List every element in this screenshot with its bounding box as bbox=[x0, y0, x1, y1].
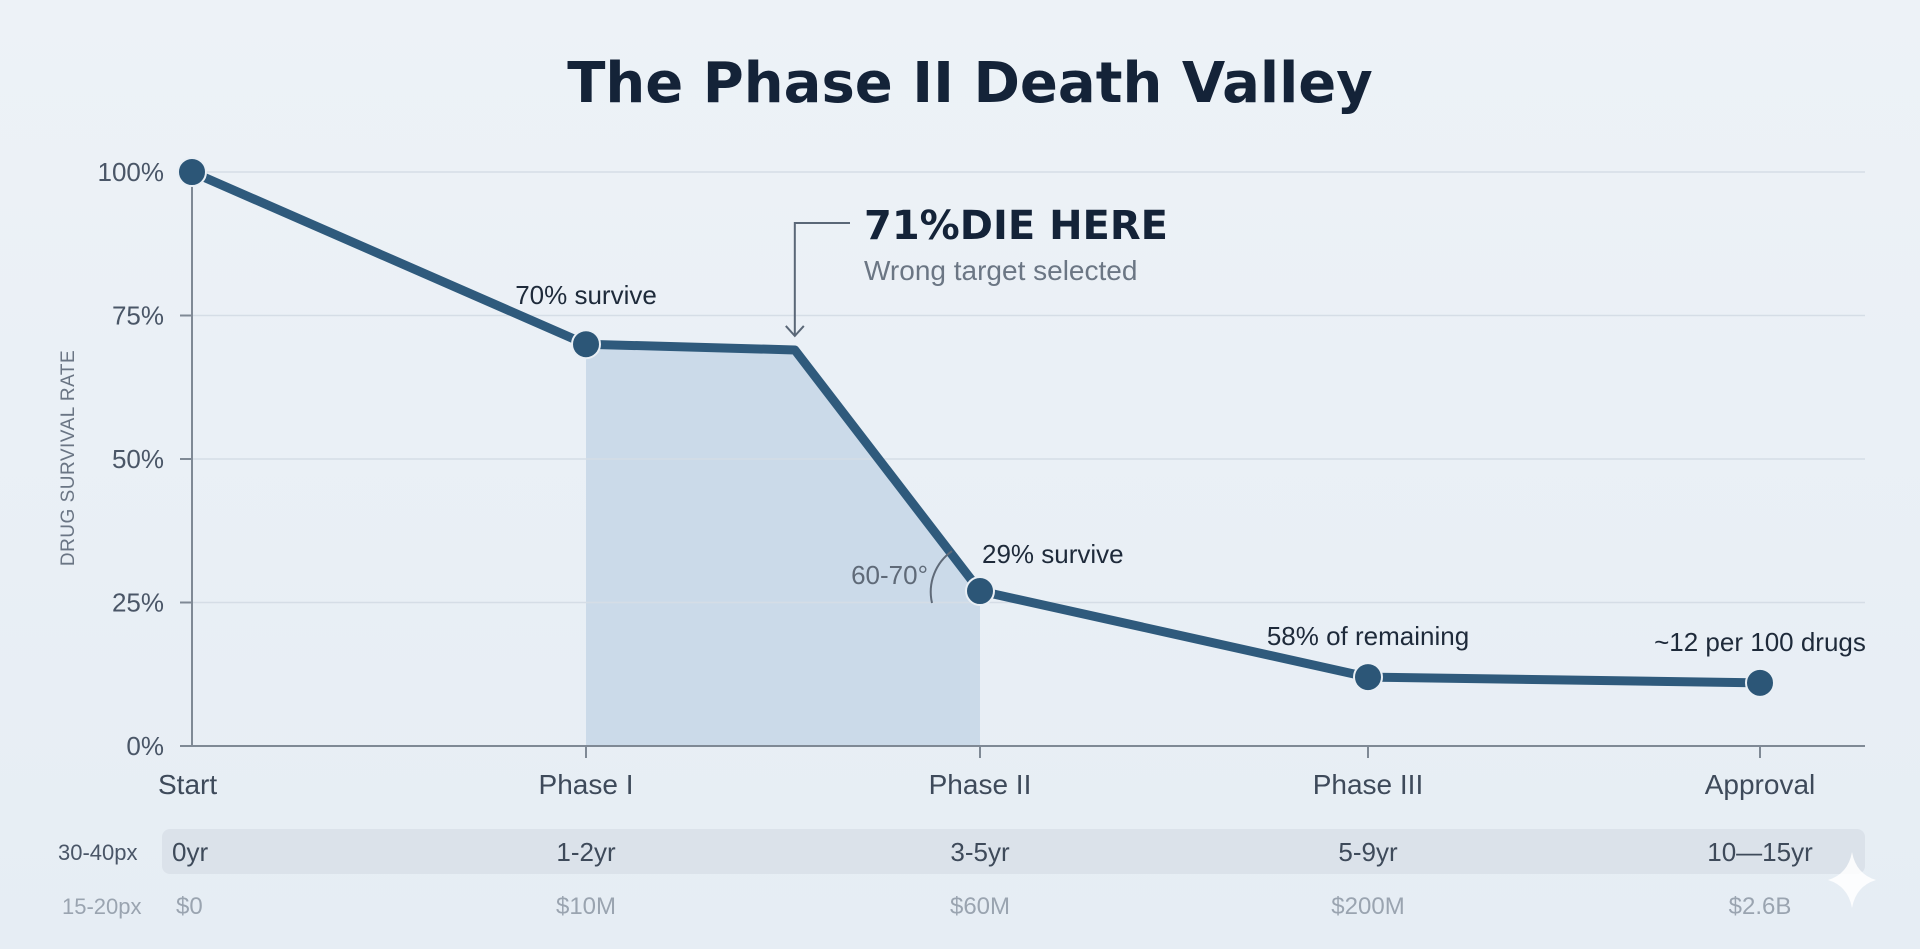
timeline-label-0: 0yr bbox=[172, 837, 208, 867]
death-valley-shade bbox=[586, 344, 980, 746]
y-tick-labels: 0% 25% 50% 75% 100% bbox=[98, 157, 192, 761]
data-point-0 bbox=[177, 157, 207, 187]
y-tick-label-50: 50% bbox=[112, 444, 164, 474]
y-tick-label-0: 0% bbox=[126, 731, 164, 761]
death-valley-shade-layer bbox=[586, 344, 980, 746]
x-category-labels: Start Phase I Phase II Phase III Approval bbox=[158, 769, 1815, 800]
angle-arc bbox=[929, 550, 953, 604]
data-labels: 70% survive 29% survive 58% of remaining ~1… bbox=[515, 280, 1866, 657]
cost-label-1: $10M bbox=[556, 893, 616, 920]
timeline-labels: 0yr 1-2yr 3-5yr 5-9yr 10—15yr bbox=[172, 837, 1813, 867]
x-tick-marks bbox=[585, 746, 1761, 758]
data-point-1 bbox=[571, 329, 601, 360]
survival-line-layer bbox=[187, 167, 1765, 688]
timeline-bar bbox=[162, 829, 1865, 874]
y-tick-label-25: 25% bbox=[112, 588, 164, 618]
timeline-label-1: 1-2yr bbox=[556, 837, 616, 867]
callout-annotation: 71%DIE HERE Wrong target selected bbox=[785, 203, 1168, 338]
callout-headline: 71%DIE HERE bbox=[864, 203, 1168, 249]
cost-row-label: 15-20px bbox=[62, 894, 142, 919]
sparkle-icon bbox=[1828, 852, 1876, 908]
data-point-5 bbox=[1745, 667, 1775, 698]
data-point-4 bbox=[1353, 662, 1383, 693]
data-label-0: 70% survive bbox=[515, 280, 657, 310]
cost-labels: $0 $10M $60M $200M $2.6B bbox=[176, 893, 1791, 920]
survival-line bbox=[187, 167, 1765, 688]
timeline-row-label: 30-40px bbox=[58, 840, 138, 865]
callout-subtext: Wrong target selected bbox=[864, 255, 1137, 286]
data-label-2: 58% of remaining bbox=[1267, 621, 1469, 651]
data-label-1: 29% survive bbox=[982, 539, 1124, 569]
category-label-2: Phase II bbox=[929, 769, 1032, 800]
callout-arrowhead bbox=[785, 325, 805, 338]
category-label-0: Start bbox=[158, 769, 217, 800]
chart-title: The Phase II Death Valley bbox=[567, 51, 1373, 116]
y-tick-label-75: 75% bbox=[112, 301, 164, 331]
data-point-markers bbox=[177, 157, 1775, 698]
cost-label-3: $200M bbox=[1331, 893, 1404, 920]
cost-label-4: $2.6B bbox=[1729, 893, 1792, 920]
timeline-label-4: 10—15yr bbox=[1707, 837, 1813, 867]
timeline-label-2: 3-5yr bbox=[950, 837, 1010, 867]
y-axis-label: DRUG SURVIVAL RATE bbox=[58, 350, 79, 566]
data-label-3: ~12 per 100 drugs bbox=[1654, 627, 1866, 657]
category-label-4: Approval bbox=[1705, 769, 1816, 800]
cost-label-2: $60M bbox=[950, 893, 1010, 920]
category-label-1: Phase I bbox=[539, 769, 634, 800]
data-point-3 bbox=[965, 576, 995, 607]
cost-label-0: $0 bbox=[176, 893, 203, 920]
timeline-label-3: 5-9yr bbox=[1338, 837, 1398, 867]
callout-arrow bbox=[793, 222, 850, 336]
angle-annotation: 60-70° bbox=[851, 560, 928, 590]
y-tick-label-100: 100% bbox=[98, 157, 165, 187]
category-label-3: Phase III bbox=[1313, 769, 1424, 800]
